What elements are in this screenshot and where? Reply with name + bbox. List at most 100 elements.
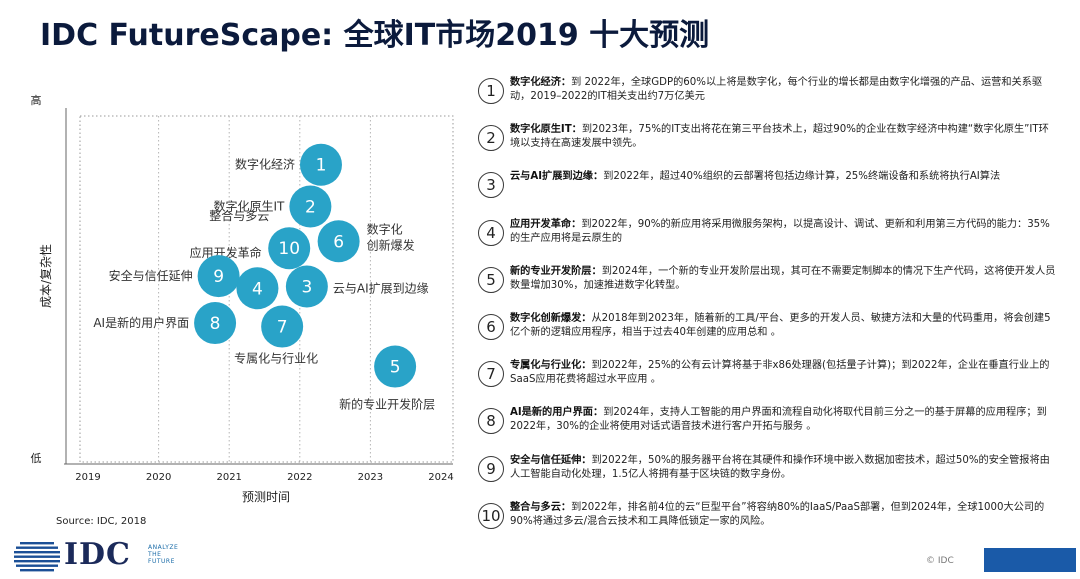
prediction-body: 到2024年，支持人工智能的用户界面和流程自动化将取代目前三分之一的基于屏幕的应… <box>510 407 1047 433</box>
prediction-number: 2 <box>478 125 504 152</box>
logo-tagline: ANALYZE THE FUTURE <box>148 544 179 565</box>
prediction-list: 1 数字化经济：到 2022年，全球GDP的60%以上将是数字化，每个行业的增长都… <box>476 76 1066 548</box>
prediction-item: 1 数字化经济：到 2022年，全球GDP的60%以上将是数字化，每个行业的增长都… <box>476 76 1066 123</box>
bubble-1: 1 数字化经济 <box>235 143 342 186</box>
bubble-circle <box>236 267 279 310</box>
prediction-number: 9 <box>478 455 504 482</box>
prediction-heading: 安全与信任延伸： <box>510 454 592 466</box>
bubble-circle <box>261 305 304 348</box>
bubble-label: 云与AI扩展到边缘 <box>333 282 429 296</box>
prediction-heading: 应用开发革命： <box>510 218 582 230</box>
prediction-heading: 新的专业开发阶层： <box>510 265 602 277</box>
bubble-number: 4 <box>252 279 263 299</box>
bubble-8: 8 AI是新的用户界面 <box>93 302 237 345</box>
bubble-7: 7 专属化与行业化 <box>234 305 318 366</box>
x-tick-labels: 2019 2020 2021 2022 2023 2024 <box>75 472 453 483</box>
logo-wordmark: IDC <box>64 537 131 572</box>
prediction-text: 安全与信任延伸：到2022年，50%的服务器平台将在其硬件和操作环境中嵌入数据加… <box>510 454 1058 482</box>
prediction-body: 到2022年，排名前4位的云“巨型平台”将容纳80%的IaaS/PaaS部署，但… <box>510 501 1045 527</box>
bubble-number: 1 <box>316 156 327 176</box>
prediction-heading: 数字化原生IT： <box>510 124 582 136</box>
prediction-text: 数字化创新爆发：从2018年到2023年，随着新的工具/平台、更多的开发人员、敏… <box>510 312 1058 340</box>
bubble-circle <box>197 255 240 298</box>
prediction-body: 到2022年，50%的服务器平台将在其硬件和操作环境中嵌入数据加密技术，超过50… <box>510 454 1050 480</box>
prediction-item: 9 安全与信任延伸：到2022年，50%的服务器平台将在其硬件和操作环境中嵌入数据… <box>476 454 1066 501</box>
prediction-heading: 整合与多云： <box>510 501 572 513</box>
y-axis-title: 成本/复杂性 <box>39 244 53 308</box>
bubble-chart: 高 低 成本/复杂性 预测时间 2019 2020 2021 2022 2023 2024… <box>31 93 454 504</box>
bubble-number: 2 <box>305 197 316 217</box>
x-tick-label: 2022 <box>287 472 312 483</box>
prediction-heading: AI是新的用户界面： <box>510 407 604 419</box>
copyright: © IDC <box>926 556 954 566</box>
idc-globe-icon <box>14 542 60 572</box>
bubble-6: 6 数字化创新爆发 <box>317 220 415 263</box>
prediction-item: 8 AI是新的用户界面：到2024年，支持人工智能的用户界面和流程自动化将取代目前… <box>476 406 1066 453</box>
prediction-item: 5 新的专业开发阶层：到2024年，一个新的专业开发阶层出现，其可在不需要定制脚本… <box>476 265 1066 312</box>
prediction-text: 云与AI扩展到边缘：到2022年，超过40%组织的云部署将包括边缘计算，25%终… <box>510 170 1058 184</box>
bubble-label: 数字化原生IT <box>214 198 286 213</box>
plot-area-border <box>79 115 454 463</box>
prediction-item: 10 整合与多云：到2022年，排名前4位的云“巨型平台”将容纳80%的IaaS/… <box>476 501 1066 548</box>
bubble-circle <box>285 265 328 308</box>
x-tick-label: 2023 <box>358 472 383 483</box>
bubble-number: 3 <box>301 278 312 298</box>
prediction-text: 应用开发革命：到2022年，90%的新应用将采用微服务架构，以提高设计、调试、更… <box>510 218 1058 246</box>
x-tick-label: 2021 <box>216 472 241 483</box>
bubble-number: 6 <box>333 232 344 252</box>
prediction-body: 到2022年，25%的公有云计算将基于非x86处理器(包括量子计算)；到2022… <box>510 360 1050 386</box>
x-tick-label: 2019 <box>75 472 100 483</box>
bubble-10: 10 整合与多云 <box>209 208 311 270</box>
prediction-text: 数字化原生IT：到2023年，75%的IT支出将花在第三平台技术上，超过90%的… <box>510 123 1058 151</box>
prediction-number: 1 <box>478 78 504 104</box>
prediction-heading: 数字化经济： <box>510 77 572 88</box>
bubble-label: 专属化与行业化 <box>234 351 318 366</box>
extra-labels: 应用开发革命 <box>190 245 262 260</box>
prediction-item: 7 专属化与行业化：到2022年，25%的公有云计算将基于非x86处理器(包括量子… <box>476 359 1066 406</box>
prediction-number: 5 <box>478 266 504 293</box>
bubble-number: 7 <box>277 318 288 338</box>
prediction-heading: 专属化与行业化： <box>510 360 592 372</box>
prediction-body: 到 2022年，全球GDP的60%以上将是数字化，每个行业的增长都是由数字化增强… <box>510 77 1043 102</box>
prediction-body: 到2022年，超过40%组织的云部署将包括边缘计算，25%终端设备和系统将执行A… <box>603 171 1001 183</box>
prediction-item: 4 应用开发革命：到2022年，90%的新应用将采用微服务架构，以提高设计、调试、… <box>476 218 1066 265</box>
prediction-text: 专属化与行业化：到2022年，25%的公有云计算将基于非x86处理器(包括量子计… <box>510 359 1058 387</box>
prediction-text: AI是新的用户界面：到2024年，支持人工智能的用户界面和流程自动化将取代目前三… <box>510 406 1058 434</box>
bubble-3: 3 云与AI扩展到边缘 <box>285 265 429 308</box>
bubble-number: 8 <box>210 314 221 334</box>
prediction-number: 3 <box>478 172 504 199</box>
corner-accent-bar <box>984 548 1076 572</box>
prediction-text: 新的专业开发阶层：到2024年，一个新的专业开发阶层出现，其可在不需要定制脚本的… <box>510 265 1058 293</box>
bubble-label: 数字化创新爆发 <box>367 221 415 252</box>
bubble-label: 整合与多云 <box>209 208 269 223</box>
bubble-label: 数字化经济 <box>235 157 295 172</box>
prediction-body: 从2018年到2023年，随着新的工具/平台、更多的开发人员、敏捷方法和大量的代… <box>510 312 1051 338</box>
prediction-item: 3 云与AI扩展到边缘：到2022年，超过40%组织的云部署将包括边缘计算，25%… <box>476 170 1066 217</box>
x-tick-label: 2020 <box>146 472 171 483</box>
x-tick-label: 2024 <box>428 472 453 483</box>
bubble-label: AI是新的用户界面 <box>93 315 189 330</box>
bubble-label: 安全与信任延伸 <box>109 268 193 283</box>
prediction-body: 到2022年，90%的新应用将采用微服务架构，以提高设计、调试、更新和利用第三方… <box>510 218 1050 244</box>
prediction-body: 到2023年，75%的IT支出将花在第三平台技术上，超过90%的企业在数字经济中… <box>510 124 1049 150</box>
y-high-label: 高 <box>31 93 42 107</box>
prediction-heading: 数字化创新爆发： <box>510 312 592 324</box>
bubble-number: 9 <box>213 267 224 287</box>
prediction-text: 数字化经济：到 2022年，全球GDP的60%以上将是数字化，每个行业的增长都是… <box>510 76 1058 104</box>
prediction-item: 2 数字化原生IT：到2023年，75%的IT支出将花在第三平台技术上，超过90%… <box>476 123 1066 170</box>
source-note: Source: IDC, 2018 <box>56 516 147 527</box>
prediction-item: 6 数字化创新爆发：从2018年到2023年，随着新的工具/平台、更多的开发人员、… <box>476 312 1066 359</box>
bubble-label: 新的专业开发阶层 <box>339 397 435 412</box>
bubble-circle <box>289 185 332 228</box>
bubble-label: 应用开发革命 <box>190 245 262 260</box>
prediction-number: 8 <box>478 408 504 435</box>
y-low-label: 低 <box>31 452 42 465</box>
bubble-5: 5 新的专业开发阶层 <box>339 345 435 412</box>
prediction-number: 7 <box>478 361 504 388</box>
bubble-circle <box>374 345 417 388</box>
prediction-heading: 云与AI扩展到边缘： <box>510 171 604 183</box>
slide-title: IDC FutureScape: 全球IT市场2019 十大预测 <box>40 18 710 53</box>
x-axis-title: 预测时间 <box>242 490 290 504</box>
bubble-circle <box>194 302 237 345</box>
bubble-4: 4 <box>236 267 279 310</box>
